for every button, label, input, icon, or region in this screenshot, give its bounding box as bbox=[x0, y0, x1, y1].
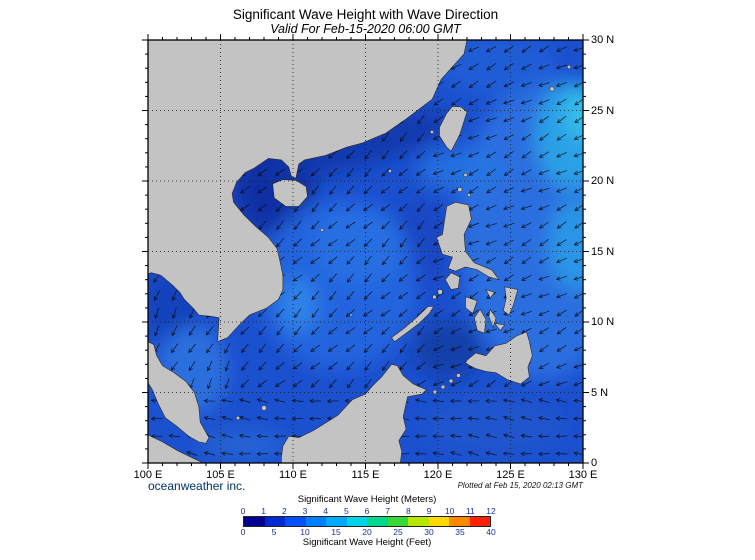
lat-label-10n: 10 N bbox=[591, 316, 615, 328]
map-canvas bbox=[142, 34, 589, 469]
meters-tick: 6 bbox=[364, 506, 370, 516]
lat-label-15n: 15 N bbox=[591, 245, 615, 258]
feet-tick: 15 bbox=[331, 527, 341, 537]
wave-height-colorbar bbox=[243, 516, 491, 527]
meters-tick: 2 bbox=[281, 506, 287, 516]
meters-tick: 11 bbox=[465, 506, 475, 516]
feet-tick: 25 bbox=[393, 527, 403, 537]
lon-label-120e: 120 E bbox=[423, 469, 453, 481]
colorbar-segment bbox=[264, 517, 285, 526]
graticule-grid bbox=[148, 40, 583, 463]
lon-label-110e: 110 E bbox=[279, 469, 307, 481]
feet-tick: 35 bbox=[455, 527, 465, 537]
colorbar-segment bbox=[346, 517, 367, 526]
lat-label-20n: 20 N bbox=[591, 175, 615, 187]
colorbar-segment bbox=[408, 517, 429, 526]
map-area: 30 N 25 N 20 N 15 N 10 N 5 N 0 100 E 105… bbox=[134, 34, 614, 481]
meters-tick: 9 bbox=[426, 506, 432, 516]
wave-direction-arrows bbox=[150, 44, 585, 457]
lon-label-125e: 125 E bbox=[496, 469, 525, 481]
meters-tick: 5 bbox=[343, 506, 349, 516]
lon-label-100e: 100 E bbox=[133, 469, 163, 481]
valid-time-subtitle: Valid For Feb-15-2020 06:00 GMT bbox=[270, 22, 461, 36]
page-title: Significant Wave Height with Wave Direct… bbox=[232, 7, 499, 22]
feet-tick: 10 bbox=[300, 527, 310, 537]
meters-tick: 8 bbox=[405, 506, 411, 516]
meters-tick: 4 bbox=[323, 506, 329, 516]
meters-tick: 1 bbox=[261, 506, 267, 516]
meters-tick: 7 bbox=[385, 506, 391, 516]
colorbar-segment bbox=[305, 517, 326, 526]
colorbar-segment bbox=[326, 517, 347, 526]
colorbar-segment bbox=[428, 517, 449, 526]
colorbar-segment bbox=[387, 517, 408, 526]
lat-label-0: 0 bbox=[591, 457, 598, 469]
meters-tick: 3 bbox=[302, 506, 308, 516]
feet-tick-row: 0 5 10 15 20 25 30 35 40 bbox=[240, 527, 496, 537]
lon-label-115e: 115 E bbox=[351, 469, 380, 481]
meters-tick: 12 bbox=[486, 506, 496, 516]
feet-scale-label: Significant Wave Height (Feet) bbox=[302, 537, 432, 548]
plotted-timestamp: Plotted at Feb 15, 2020 02:13 GMT bbox=[457, 481, 583, 490]
feet-tick: 40 bbox=[486, 527, 496, 537]
lat-label-25n: 25 N bbox=[591, 104, 615, 117]
lat-label-5n: 5 N bbox=[591, 386, 609, 399]
feet-tick: 0 bbox=[240, 527, 246, 537]
lon-label-105e: 105 E bbox=[206, 469, 235, 481]
oceanweather-credit: oceanweather inc. bbox=[148, 479, 246, 493]
colorbar-legend: Significant Wave Height (Meters) 0 1 2 3… bbox=[240, 494, 496, 549]
feet-tick: 20 bbox=[362, 527, 372, 537]
colorbar-segment bbox=[449, 517, 470, 526]
feet-tick: 5 bbox=[271, 527, 277, 537]
axis-ticks bbox=[142, 34, 589, 469]
feet-tick: 30 bbox=[424, 527, 434, 537]
meters-tick: 0 bbox=[240, 506, 246, 516]
colorbar-segment bbox=[367, 517, 388, 526]
meters-scale-label: Significant Wave Height (Meters) bbox=[297, 494, 437, 505]
lon-label-130e: 130 E bbox=[568, 469, 598, 481]
colorbar-segment bbox=[285, 517, 306, 526]
colorbar-segment bbox=[469, 517, 490, 526]
lat-label-30n: 30 N bbox=[591, 34, 615, 46]
colorbar-segment bbox=[244, 517, 265, 526]
meters-tick: 10 bbox=[444, 506, 455, 516]
meters-tick-row: 0 1 2 3 4 5 6 7 8 9 10 11 12 bbox=[240, 506, 496, 516]
